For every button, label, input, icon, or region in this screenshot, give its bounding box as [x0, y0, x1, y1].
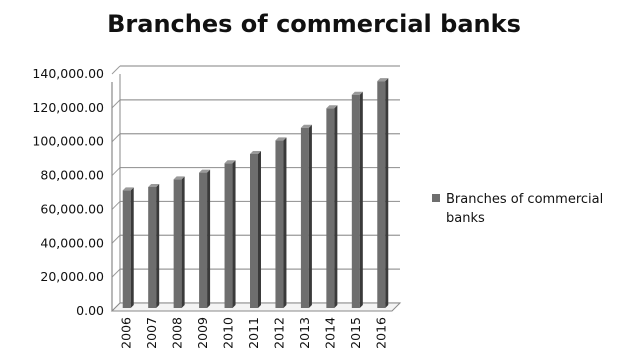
bars: [122, 78, 389, 309]
bar: [148, 183, 160, 308]
legend: Branches of commercial banks: [432, 192, 607, 226]
x-tick-label: 2015: [348, 317, 363, 349]
gridline-side: [111, 99, 121, 109]
y-tick-label: 120,000.00: [32, 100, 104, 115]
y-tick-label: 40,000.00: [40, 235, 104, 250]
bar: [173, 176, 185, 308]
bar: [377, 78, 389, 309]
x-tick-label: 2011: [246, 317, 261, 349]
x-tick-label: 2008: [170, 317, 185, 349]
bar: [351, 91, 363, 308]
x-tick-label: 2006: [119, 317, 134, 349]
legend-label: Branches of commercial banks: [446, 192, 607, 226]
x-tick-label: 2012: [271, 317, 286, 349]
bar: [122, 187, 134, 308]
bar: [275, 137, 287, 308]
y-tick-label: 20,000.00: [40, 269, 104, 284]
bar: [199, 169, 211, 308]
bar: [300, 124, 312, 308]
bar: [326, 105, 338, 308]
chart-title: Branches of commercial banks: [107, 10, 521, 38]
x-tick-label: 2013: [297, 317, 312, 349]
y-tick-label: 100,000.00: [32, 134, 104, 149]
x-tick-labels: 2006 2007 2008 2009 2010 2011 2012 2013 2014 2015…: [119, 317, 389, 349]
gridline-side: [111, 268, 121, 278]
y-tick-label: 60,000.00: [40, 201, 104, 216]
gridline-side: [111, 201, 121, 210]
gridline-side: [111, 133, 121, 143]
x-tick-label: 2009: [195, 317, 210, 349]
x-tick-label: 2010: [221, 317, 236, 349]
x-tick-label: 2014: [322, 317, 337, 349]
legend-swatch: [432, 194, 440, 202]
y-tick-label: 0.00: [76, 303, 104, 318]
gridline-side: [111, 65, 121, 75]
x-tick-label: 2007: [144, 317, 159, 349]
x-tick-label: 2016: [373, 317, 388, 349]
y-tick-label: 140,000.00: [32, 66, 104, 81]
bar: [224, 160, 236, 308]
gridline-side: [111, 167, 121, 176]
y-tick-labels: 0.00 20,000.00 40,000.00 60,000.00 80,000.00…: [32, 66, 104, 318]
gridline-side: [111, 234, 121, 244]
bar: [250, 150, 261, 308]
y-tick-label: 80,000.00: [40, 168, 104, 183]
